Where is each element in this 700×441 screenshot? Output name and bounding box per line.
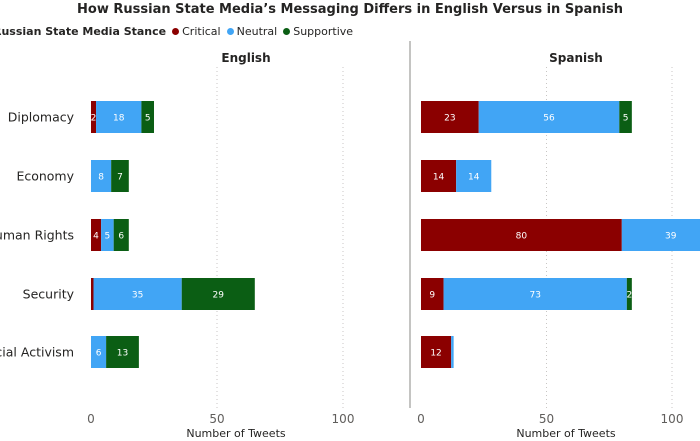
- category-label-security: Security: [23, 287, 75, 302]
- data-label-spanish-economy-neutral: 14: [468, 173, 480, 183]
- legend-swatch-critical: [172, 27, 180, 35]
- bar-english-diplomacy-neutral: [96, 101, 142, 133]
- bar-spanish-economy-critical: [421, 160, 457, 192]
- legend: Russian State Media Stance Critical Neut…: [0, 23, 359, 39]
- bar-spanish-diplomacy-supportive: [619, 101, 632, 133]
- bar-english-security-neutral: [93, 278, 182, 310]
- data-label-spanish-human-rights-critical: 80: [516, 232, 528, 242]
- data-label-english-human-rights-neutral: 5: [105, 232, 111, 242]
- legend-item-supportive[interactable]: Supportive: [283, 25, 353, 38]
- x-axis-label-english: Number of Tweets: [186, 427, 286, 440]
- bar-spanish-economy-neutral: [456, 160, 492, 192]
- tick-label-english-50: 50: [209, 412, 224, 426]
- bar-spanish-diplomacy-critical: [421, 101, 479, 133]
- data-label-spanish-diplomacy-supportive: 5: [623, 114, 629, 124]
- tick-label-spanish-100: 100: [661, 412, 684, 426]
- data-label-english-economy-neutral: 8: [98, 173, 104, 183]
- legend-label-supportive: Supportive: [293, 24, 354, 38]
- bar-english-security-supportive: [181, 278, 255, 310]
- data-label-spanish-diplomacy-critical: 23: [444, 114, 455, 124]
- bar-english-diplomacy-supportive: [141, 101, 154, 133]
- bar-english-social-activism-supportive: [106, 336, 139, 368]
- legend-swatch-neutral: [226, 27, 234, 35]
- bar-spanish-diplomacy-neutral: [478, 101, 620, 133]
- data-label-spanish-security-supportive: 2: [626, 291, 632, 301]
- bar-english-social-activism-neutral: [91, 336, 107, 368]
- data-label-spanish-diplomacy-neutral: 56: [543, 114, 555, 124]
- data-label-english-diplomacy-neutral: 18: [113, 114, 125, 124]
- legend-label-neutral: Neutral: [236, 24, 278, 38]
- data-label-spanish-economy-critical: 14: [433, 173, 445, 183]
- legend-swatch-supportive: [283, 27, 291, 35]
- panel-title-spanish: Spanish: [549, 51, 603, 65]
- bar-english-human-rights-neutral: [101, 219, 114, 251]
- legend-item-neutral[interactable]: Neutral: [226, 24, 278, 38]
- bar-spanish-security-critical: [421, 278, 444, 310]
- bar-english-diplomacy-critical: [91, 101, 97, 133]
- bar-english-human-rights-critical: [91, 219, 102, 251]
- category-label-diplomacy: Diplomacy: [8, 110, 75, 125]
- data-label-english-security-supportive: 29: [213, 291, 225, 301]
- data-label-english-economy-supportive: 7: [117, 173, 123, 183]
- bar-english-economy-supportive: [111, 160, 129, 192]
- data-label-english-social-activism-supportive: 13: [117, 349, 128, 359]
- bar-spanish-human-rights-critical: [421, 219, 622, 251]
- bar-spanish-human-rights-neutral: [621, 219, 700, 251]
- category-label-social-activism: Social Activism: [0, 345, 74, 360]
- data-label-spanish-security-neutral: 73: [529, 291, 540, 301]
- bar-spanish-social-activism-critical: [421, 336, 452, 368]
- tick-label-english-100: 100: [332, 412, 355, 426]
- data-label-spanish-human-rights-neutral: 39: [665, 232, 677, 242]
- legend-item-critical[interactable]: Critical: [172, 24, 221, 38]
- category-label-human-rights: Human Rights: [0, 228, 74, 243]
- bar-spanish-security-supportive: [626, 278, 632, 310]
- bar-spanish-social-activism-neutral: [451, 336, 454, 368]
- bar-english-human-rights-supportive: [113, 219, 129, 251]
- data-label-english-social-activism-neutral: 6: [96, 349, 102, 359]
- legend-label-critical: Critical: [182, 24, 221, 38]
- bar-spanish-security-neutral: [443, 278, 627, 310]
- chart-title: How Russian State Media’s Messaging Diff…: [77, 2, 623, 17]
- data-label-english-diplomacy-critical: 2: [91, 114, 97, 124]
- tick-label-english-0: 0: [87, 412, 95, 426]
- data-label-spanish-social-activism-critical: 12: [430, 349, 441, 359]
- tick-label-spanish-0: 0: [417, 412, 425, 426]
- data-label-english-human-rights-critical: 4: [93, 232, 99, 242]
- data-label-english-human-rights-supportive: 6: [118, 232, 124, 242]
- panel-title-english: English: [221, 51, 270, 65]
- data-label-spanish-security-critical: 9: [429, 291, 435, 301]
- data-label-english-security-neutral: 35: [132, 291, 143, 301]
- bar-english-economy-neutral: [91, 160, 112, 192]
- x-axis-label-spanish: Number of Tweets: [516, 427, 616, 440]
- category-label-economy: Economy: [16, 169, 74, 184]
- legend-title: Russian State Media Stance: [0, 24, 167, 38]
- tick-label-spanish-50: 50: [539, 412, 554, 426]
- data-label-english-diplomacy-supportive: 5: [145, 114, 151, 124]
- bar-english-security-critical: [91, 278, 94, 310]
